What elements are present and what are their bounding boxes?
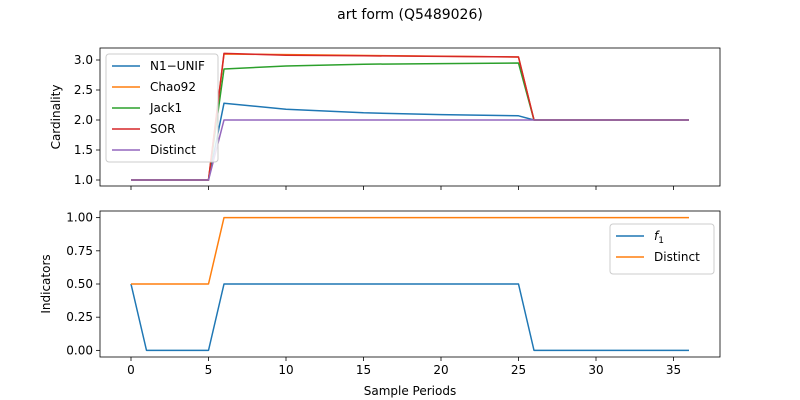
legend-label: N1−UNIF — [150, 59, 205, 73]
legend-label: Distinct — [150, 143, 196, 157]
y-tick-label: 0.00 — [66, 343, 93, 357]
y-axis-label: Cardinality — [49, 85, 63, 150]
legend-label: Jack1 — [149, 101, 182, 115]
cardinality-panel: 1.0 1.5 2.0 2.5 3.0 Cardinality N1−UNIF Chao92 J… — [49, 47, 721, 190]
x-tick-label: 35 — [666, 363, 681, 377]
axes-frame — [99, 210, 721, 358]
legend-label: Chao92 — [150, 80, 196, 94]
legend: f1 Distinct — [609, 223, 715, 275]
x-tick-label: 25 — [511, 363, 526, 377]
x-axis-label: Sample Periods — [364, 384, 456, 398]
y-axis-label: Indicators — [39, 254, 53, 313]
y-tick-label: 2.0 — [74, 113, 93, 127]
x-tick-label: 0 — [127, 363, 135, 377]
y-tick-label: 0.25 — [66, 310, 93, 324]
x-tick-label: 20 — [433, 363, 448, 377]
y-tick-label: 1.00 — [66, 211, 93, 225]
legend-label: SOR — [150, 122, 175, 136]
y-tick-label: 1.0 — [74, 173, 93, 187]
y-tick-label: 1.5 — [74, 143, 93, 157]
legend-label: Distinct — [654, 250, 700, 264]
x-tick-label: 15 — [356, 363, 371, 377]
x-tick-label: 30 — [588, 363, 603, 377]
indicators-panel: 0 5 10 15 20 25 30 35 0.00 0.25 0.50 0.75 1.00 Indica… — [39, 210, 721, 398]
chart-title: art form (Q5489026) — [337, 7, 483, 23]
legend-box — [105, 53, 219, 163]
series-line-distinct — [131, 216, 689, 285]
series-line-f1 — [130, 283, 689, 352]
legend: N1−UNIF Chao92 Jack1 SOR Distinct — [105, 53, 219, 163]
y-tick-label: 0.75 — [66, 244, 93, 258]
y-tick-label: 0.50 — [66, 277, 93, 291]
y-tick-label: 2.5 — [74, 83, 93, 97]
x-tick-label: 10 — [278, 363, 293, 377]
x-tick-label: 5 — [205, 363, 213, 377]
legend-box — [609, 223, 715, 275]
legend-label: f1 — [654, 229, 664, 246]
y-tick-label: 3.0 — [74, 53, 93, 67]
axes-frame — [99, 47, 721, 187]
